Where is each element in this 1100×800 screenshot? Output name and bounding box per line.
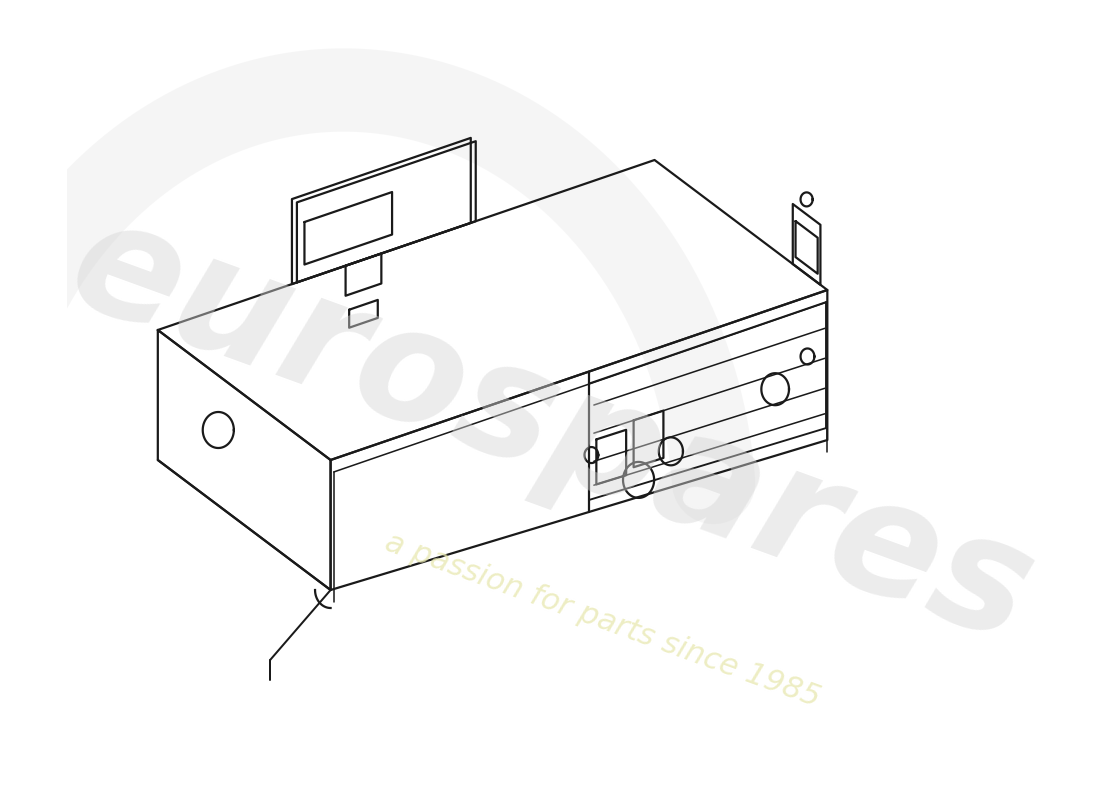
Text: eurospares: eurospares bbox=[50, 185, 1052, 675]
Text: a passion for parts since 1985: a passion for parts since 1985 bbox=[382, 527, 824, 713]
